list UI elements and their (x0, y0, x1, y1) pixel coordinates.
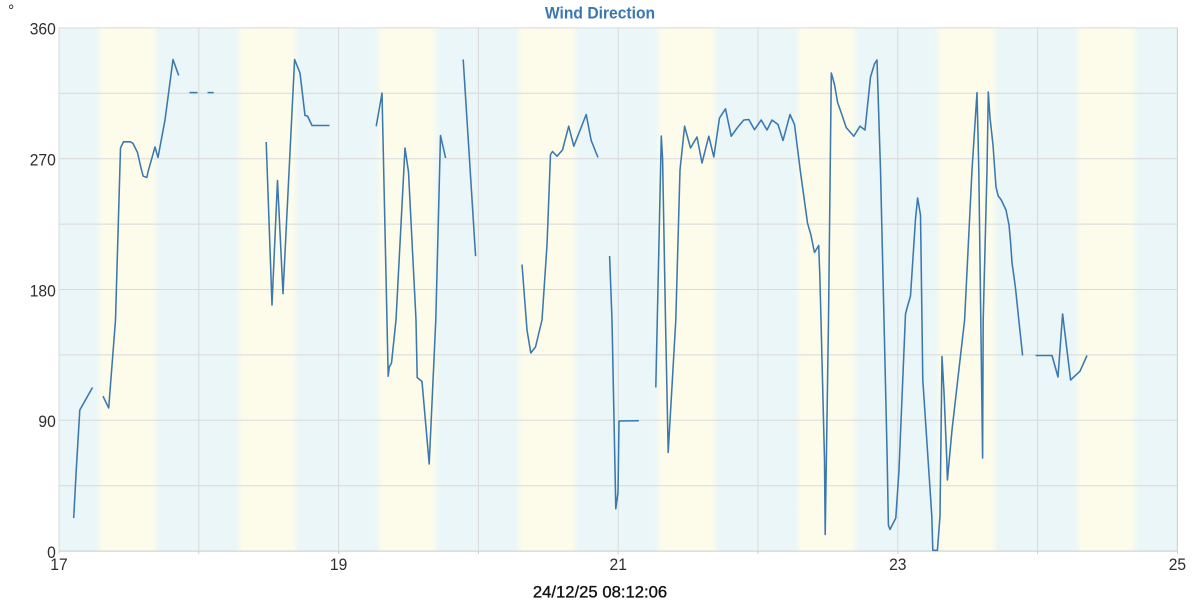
svg-text:°: ° (8, 1, 14, 20)
svg-text:90: 90 (38, 413, 55, 432)
svg-text:24/12/25 08:12:06: 24/12/25 08:12:06 (533, 582, 667, 600)
svg-text:19: 19 (330, 556, 347, 575)
svg-text:21: 21 (610, 556, 627, 575)
svg-text:0: 0 (47, 543, 56, 562)
svg-text:360: 360 (30, 20, 56, 39)
svg-text:23: 23 (889, 556, 906, 575)
svg-text:17: 17 (50, 556, 67, 575)
svg-text:Wind Direction: Wind Direction (545, 4, 655, 23)
svg-text:270: 270 (30, 151, 56, 170)
svg-text:25: 25 (1169, 556, 1186, 575)
svg-text:180: 180 (30, 282, 56, 301)
